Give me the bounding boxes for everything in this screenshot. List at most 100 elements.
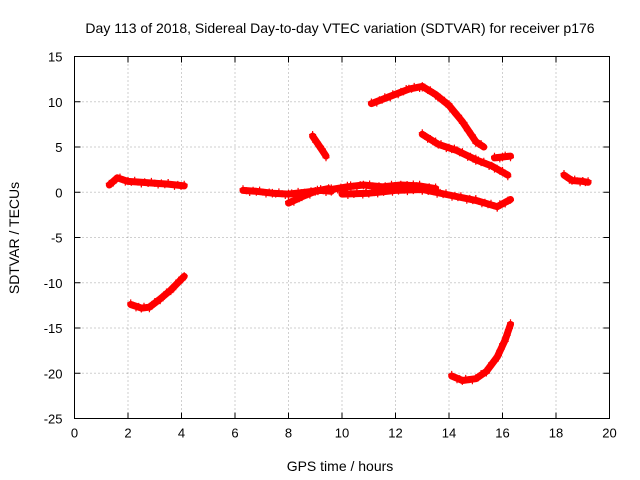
y-tick-label: -5 <box>51 231 63 246</box>
plus-marker <box>400 186 408 194</box>
series-arc-8 <box>367 82 488 151</box>
plus-marker <box>504 326 512 334</box>
plus-marker <box>294 187 302 195</box>
plus-marker <box>500 339 508 347</box>
grid <box>74 56 610 419</box>
plus-marker <box>474 374 482 382</box>
y-tick-label: 10 <box>48 95 62 110</box>
plus-marker <box>415 186 423 194</box>
plot-frame <box>74 56 610 419</box>
plus-marker <box>388 180 395 188</box>
plus-marker <box>290 198 298 206</box>
series-arc-9 <box>418 129 512 181</box>
plus-marker <box>392 186 399 194</box>
plus-marker <box>309 131 317 138</box>
plus-marker <box>180 180 188 188</box>
plus-marker <box>493 353 501 361</box>
plus-marker <box>350 182 358 190</box>
y-tick-label: -20 <box>44 366 63 381</box>
plus-marker <box>495 352 502 360</box>
plus-marker <box>462 123 470 131</box>
plus-marker <box>327 184 335 192</box>
series-arc-10 <box>491 151 514 163</box>
plus-marker <box>468 131 476 139</box>
plus-marker <box>460 119 468 126</box>
y-tick-label: 0 <box>55 185 62 200</box>
x-tick-label: 10 <box>335 426 349 441</box>
plus-marker <box>480 143 488 151</box>
plus-marker <box>584 177 592 185</box>
plus-marker <box>337 183 345 191</box>
plus-marker <box>504 173 512 181</box>
plus-marker <box>169 286 177 294</box>
y-tick-label: 15 <box>48 50 62 65</box>
plus-marker <box>478 200 486 208</box>
plus-marker <box>320 149 328 157</box>
x-tick-label: 12 <box>388 426 402 441</box>
plus-marker <box>310 135 318 142</box>
plus-marker <box>178 276 186 284</box>
x-axis-label: GPS time / hours <box>287 458 394 474</box>
plus-marker <box>160 292 168 300</box>
plus-marker <box>507 319 514 327</box>
y-tick-label: -15 <box>44 321 63 336</box>
plus-marker <box>397 185 405 193</box>
chart-title: Day 113 of 2018, Sidereal Day-to-day VTE… <box>85 20 594 36</box>
plus-marker <box>180 272 188 280</box>
plus-marker <box>313 138 321 146</box>
plus-marker <box>347 189 355 197</box>
plus-marker <box>109 179 117 187</box>
plus-marker <box>491 357 499 365</box>
y-tick-label: 5 <box>55 140 62 155</box>
plus-marker <box>331 185 338 193</box>
plus-marker <box>497 345 505 353</box>
plus-marker <box>347 181 355 189</box>
plus-marker <box>503 331 511 339</box>
plus-marker <box>507 154 514 162</box>
plus-marker <box>465 376 473 384</box>
plus-marker <box>148 302 156 310</box>
plus-marker <box>462 374 470 382</box>
axis-ticks: 0 2 4 6 8 10 12 14 16 18 20 -25 -20 -15 -10 -5 0 5 10 15 <box>44 50 617 441</box>
x-tick-label: 0 <box>71 426 78 441</box>
plus-marker <box>506 324 513 332</box>
plus-marker <box>455 111 463 119</box>
plus-marker <box>368 187 376 195</box>
plus-marker <box>451 108 459 116</box>
plus-marker <box>447 104 455 112</box>
y-tick-label: -25 <box>44 412 63 427</box>
y-axis-label: SDTVAR / TECUs <box>6 182 22 294</box>
plus-marker <box>493 204 501 211</box>
x-tick-label: 2 <box>124 426 131 441</box>
x-tick-label: 16 <box>495 426 509 441</box>
plus-marker <box>486 363 494 371</box>
series-arc-5 <box>309 131 330 162</box>
x-tick-label: 18 <box>549 426 563 441</box>
plus-marker <box>496 346 504 354</box>
plus-marker <box>173 281 181 289</box>
plus-marker <box>470 135 478 143</box>
series-arc-12 <box>560 170 592 187</box>
plus-marker <box>268 188 276 196</box>
series-arc-2 <box>127 272 188 313</box>
plus-marker <box>288 189 296 197</box>
x-tick-label: 14 <box>442 426 456 441</box>
plus-marker <box>322 154 330 162</box>
plus-marker <box>156 297 164 305</box>
plus-marker <box>445 100 453 108</box>
plus-marker <box>377 187 385 195</box>
series-arc-11 <box>448 319 514 385</box>
series-arc-1 <box>105 173 188 190</box>
x-tick-label: 4 <box>178 426 185 441</box>
series-arc-7 <box>338 184 514 212</box>
plus-marker <box>383 186 391 194</box>
x-tick-label: 8 <box>285 426 292 441</box>
plus-marker <box>338 189 346 196</box>
plus-marker <box>371 189 379 197</box>
x-tick-label: 20 <box>602 426 616 441</box>
plus-marker <box>507 196 514 204</box>
plus-marker <box>465 127 473 135</box>
plus-marker <box>356 190 364 197</box>
plus-marker <box>484 201 492 209</box>
y-tick-label: -10 <box>44 276 63 291</box>
